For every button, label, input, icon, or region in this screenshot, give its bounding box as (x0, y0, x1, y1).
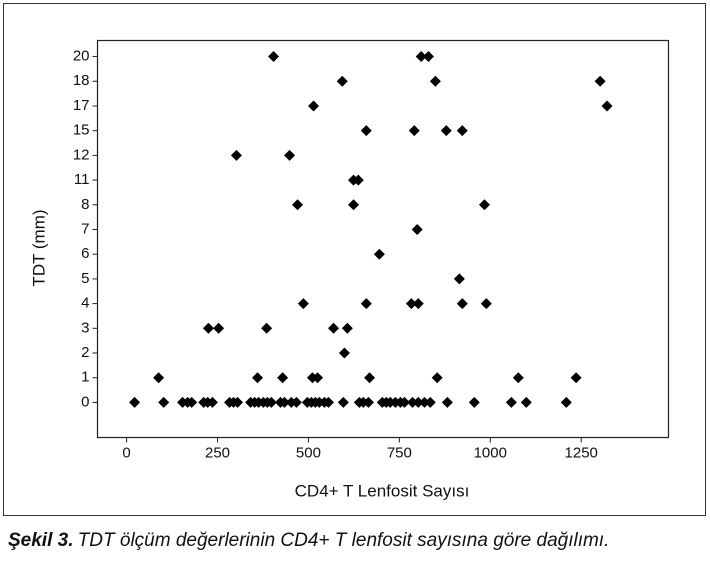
point (412, 396, 424, 408)
point (348, 199, 360, 211)
plot-frame (96, 39, 670, 439)
point (373, 248, 385, 260)
point (290, 396, 302, 408)
point (268, 51, 280, 63)
x-tick-label: 0 (122, 444, 130, 461)
y-tick-label: 1 (81, 369, 89, 386)
x-tick-label: 250 (205, 444, 230, 461)
y-tick-label: 4 (81, 295, 89, 312)
point (594, 75, 606, 87)
point (232, 396, 244, 408)
point (411, 223, 423, 235)
point (570, 372, 582, 384)
point (202, 322, 214, 334)
point (352, 174, 364, 186)
x-tick-label: 750 (387, 444, 412, 461)
y-tick-label: 2 (81, 344, 89, 361)
caption-label: Şekil 3. (8, 530, 74, 551)
y-tick-label: 6 (81, 245, 89, 262)
point (129, 396, 141, 408)
point (360, 298, 372, 310)
point (252, 372, 264, 384)
point (441, 396, 453, 408)
point (213, 322, 225, 334)
point (364, 372, 376, 384)
point (453, 273, 465, 285)
point (408, 125, 420, 137)
point (206, 396, 218, 408)
point (422, 51, 434, 63)
point (186, 396, 198, 408)
caption-text: TDT ölçüm değerlerinin CD4+ T lenfosit s… (78, 530, 610, 551)
point (415, 51, 427, 63)
y-tick-label: 11 (74, 171, 90, 188)
y-axis-label: TDT (mm) (29, 209, 48, 286)
y-tick-label: 15 (73, 122, 90, 139)
point (265, 396, 277, 408)
point (431, 372, 443, 384)
point (405, 298, 417, 310)
point (601, 100, 613, 112)
point (424, 396, 436, 408)
x-tick-label: 1000 (474, 444, 507, 461)
point (153, 372, 165, 384)
point (412, 298, 424, 310)
figure-frame (3, 3, 706, 516)
point (362, 396, 374, 408)
y-tick-label: 17 (73, 97, 90, 114)
point (418, 396, 430, 408)
y-tick-label: 18 (73, 72, 90, 89)
point (560, 396, 572, 408)
point (297, 298, 309, 310)
x-tick-label: 500 (296, 444, 321, 461)
y-tick-label: 0 (81, 393, 89, 410)
point (312, 372, 324, 384)
point (520, 396, 532, 408)
point (284, 149, 296, 161)
point (230, 149, 242, 161)
point (322, 396, 334, 408)
point (292, 199, 304, 211)
point (440, 125, 452, 137)
point (360, 125, 372, 137)
point (406, 396, 418, 408)
point (278, 396, 290, 408)
caption: Şekil 3. TDT ölçüm değerlerinin CD4+ T l… (8, 530, 609, 551)
point (398, 396, 410, 408)
point (158, 396, 170, 408)
y-tick-label: 20 (73, 48, 90, 65)
point (337, 396, 349, 408)
y-tick-label: 8 (81, 196, 89, 213)
point (456, 298, 468, 310)
x-axis-label: CD4+ T Lenfosit Sayısı (295, 481, 470, 500)
y-tick-label: 7 (81, 220, 89, 237)
point (338, 347, 350, 359)
point (478, 199, 490, 211)
point (512, 372, 524, 384)
point (429, 75, 441, 87)
point (277, 372, 289, 384)
y-tick-label: 3 (81, 319, 89, 336)
x-tick-label: 1250 (565, 444, 598, 461)
point (308, 100, 320, 112)
point (341, 322, 353, 334)
point (261, 322, 273, 334)
y-tick-label: 12 (73, 146, 90, 163)
point (328, 322, 340, 334)
point (505, 396, 517, 408)
y-tick-label: 5 (81, 270, 89, 287)
point (336, 75, 348, 87)
point (468, 396, 480, 408)
point (480, 298, 492, 310)
point (456, 125, 468, 137)
